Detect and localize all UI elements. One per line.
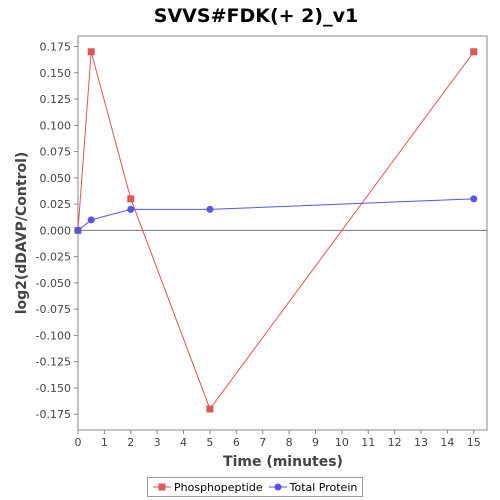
x-tick-label: 8 bbox=[286, 436, 293, 449]
legend-item-total-protein: Total Protein bbox=[268, 480, 358, 494]
legend-label: Phosphopeptide bbox=[174, 480, 263, 494]
y-tick-label: 0.100 bbox=[40, 119, 72, 132]
x-tick-label: 4 bbox=[180, 436, 187, 449]
x-tick-label: 10 bbox=[335, 436, 349, 449]
x-tick-label: 6 bbox=[233, 436, 240, 449]
data-point-phosphopeptide bbox=[206, 405, 214, 413]
legend-item-phosphopeptide: Phosphopeptide bbox=[153, 481, 263, 494]
x-tick-label: 11 bbox=[361, 436, 375, 449]
x-tick-label: 2 bbox=[127, 436, 134, 449]
x-tick-label: 12 bbox=[388, 436, 402, 449]
y-tick-label: -0.125 bbox=[36, 356, 71, 369]
chart-title: SVVS#FDK(+ 2)_v1 bbox=[154, 5, 358, 27]
y-tick-label: -0.025 bbox=[36, 251, 71, 264]
x-tick-label: 0 bbox=[75, 436, 82, 449]
data-point-total-protein bbox=[470, 195, 478, 203]
legend-swatch-total-protein bbox=[268, 483, 287, 491]
y-tick-label: 0.050 bbox=[40, 172, 72, 185]
y-tick-label: -0.050 bbox=[36, 277, 71, 290]
legend-swatch-marker bbox=[274, 483, 282, 491]
y-tick-label: -0.075 bbox=[36, 303, 71, 316]
legend-swatch-marker bbox=[158, 483, 166, 491]
data-point-total-protein bbox=[87, 216, 95, 224]
x-axis-title: Time (minutes) bbox=[223, 454, 343, 470]
x-tick-label: 14 bbox=[440, 436, 454, 449]
y-tick-label: 0.000 bbox=[40, 224, 72, 237]
y-tick-label: 0.025 bbox=[40, 198, 72, 211]
x-tick-label: 3 bbox=[154, 436, 161, 449]
x-tick-label: 15 bbox=[467, 436, 481, 449]
legend-label: Total Protein bbox=[289, 480, 358, 494]
data-point-total-protein bbox=[206, 205, 214, 213]
y-tick-label: 0.175 bbox=[40, 41, 72, 54]
y-axis-title: log2(dDAVP/Control) bbox=[14, 152, 30, 315]
data-point-total-protein bbox=[127, 205, 135, 213]
x-tick-label: 7 bbox=[259, 436, 266, 449]
data-point-total-protein bbox=[74, 226, 82, 234]
x-tick-label: 13 bbox=[414, 436, 428, 449]
x-tick-label: 9 bbox=[312, 436, 319, 449]
y-tick-label: -0.100 bbox=[36, 329, 71, 342]
plot-area bbox=[77, 35, 488, 431]
x-tick-label: 5 bbox=[206, 436, 213, 449]
y-tick-label: -0.150 bbox=[36, 382, 71, 395]
data-point-phosphopeptide bbox=[87, 48, 95, 56]
y-tick-label: 0.150 bbox=[40, 67, 72, 80]
data-point-phosphopeptide bbox=[470, 48, 478, 56]
data-point-phosphopeptide bbox=[127, 195, 135, 203]
y-tick-label: 0.125 bbox=[40, 93, 72, 106]
x-tick-label: 1 bbox=[101, 436, 108, 449]
y-tick-label: -0.175 bbox=[36, 408, 71, 421]
legend-swatch-phosphopeptide bbox=[153, 483, 171, 491]
legend: Phosphopeptide Total Protein bbox=[147, 477, 364, 497]
y-tick-label: 0.075 bbox=[40, 146, 72, 159]
